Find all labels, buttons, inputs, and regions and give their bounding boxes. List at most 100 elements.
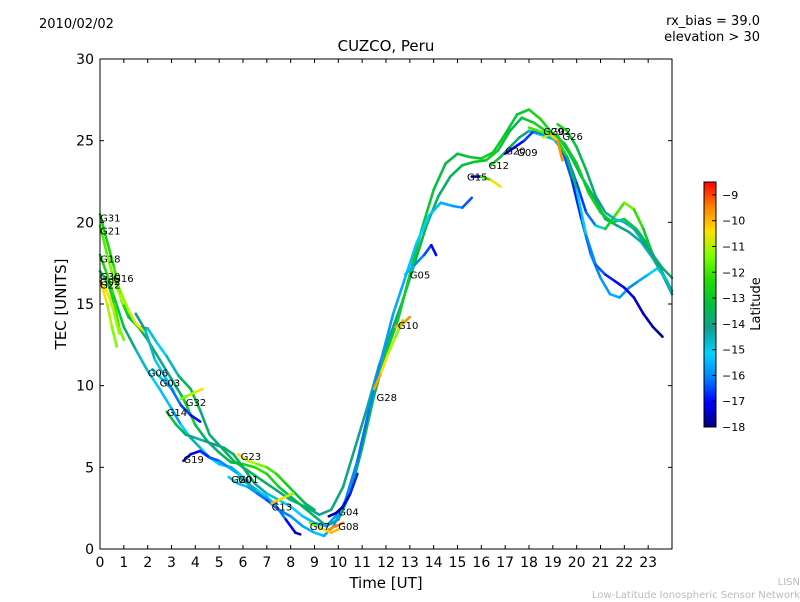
axes: 0 1 2 3 4 5 6 7 8 9 10 11 12 13 14 15 16 17 18 19 20 21 22 2305… xyxy=(76,52,672,571)
trace-segment xyxy=(627,230,643,244)
x-tick-label: 6 xyxy=(239,555,248,571)
colorbar xyxy=(703,181,717,428)
trace-segment xyxy=(622,217,638,231)
trace-segment xyxy=(158,387,173,410)
trace-segment xyxy=(637,273,650,283)
trace-segment xyxy=(603,273,617,283)
series-g19 xyxy=(182,449,250,482)
trace-segment xyxy=(396,273,412,322)
trace-segment xyxy=(217,459,230,469)
x-tick-label: 22 xyxy=(615,555,633,571)
trace-segment xyxy=(170,407,183,427)
trace-segment xyxy=(420,188,436,231)
trace-segment xyxy=(110,325,118,348)
trace-segment xyxy=(103,286,111,299)
x-tick-label: 3 xyxy=(167,555,176,571)
trace-segment xyxy=(98,212,109,244)
trace-segment xyxy=(522,129,536,142)
x-tick-label: 19 xyxy=(544,555,562,571)
series-g28 xyxy=(372,318,405,391)
trace-segment xyxy=(270,498,281,505)
trace-segment xyxy=(341,446,357,489)
satellite-label: G32 xyxy=(186,398,206,409)
satellite-label: G12 xyxy=(489,161,509,172)
trace-segment xyxy=(98,253,109,276)
colorbar-tick-label: −11 xyxy=(722,240,745,253)
trace-segment xyxy=(127,309,138,325)
trace-segment xyxy=(327,511,338,518)
trace-segment xyxy=(460,196,474,209)
trace-segment xyxy=(241,462,257,469)
trace-segment xyxy=(177,374,192,391)
trace-segment xyxy=(575,188,588,237)
trace-segment xyxy=(584,234,598,267)
trace-segment xyxy=(439,201,455,208)
trace-segment xyxy=(265,472,281,489)
trace-segment xyxy=(489,178,502,188)
trace-segment xyxy=(360,394,376,450)
trace-segment xyxy=(379,312,395,361)
trace-segment xyxy=(255,462,269,469)
trace-segment xyxy=(260,479,278,492)
rx-bias-label: rx_bias = 39.0 xyxy=(666,14,760,29)
trace-segment xyxy=(532,121,548,133)
series-g32 xyxy=(179,387,204,401)
trace-segment xyxy=(294,531,302,536)
trace-segment xyxy=(303,505,321,517)
trace-segment xyxy=(556,123,569,133)
trace-segment xyxy=(527,126,540,133)
trace-segment xyxy=(170,377,185,401)
trace-segment xyxy=(539,118,555,136)
satellite-label: G06 xyxy=(148,369,168,380)
plot-marks xyxy=(98,108,674,538)
trace-segment xyxy=(208,456,221,463)
trace-segment xyxy=(134,348,149,373)
trace-segment xyxy=(639,240,655,260)
trace-segment xyxy=(520,116,536,124)
trace-segment xyxy=(179,403,192,417)
colorbar-tick-label: −10 xyxy=(722,215,745,228)
series-g22 xyxy=(98,279,121,335)
y-tick-label: 5 xyxy=(85,460,94,476)
x-tick-label: 5 xyxy=(215,555,224,571)
trace-segment xyxy=(98,224,109,257)
trace-segment xyxy=(113,296,126,329)
trace-segment xyxy=(217,451,233,464)
satellite-label: G14 xyxy=(167,408,187,419)
trace-segment xyxy=(661,266,674,280)
trace-segment xyxy=(222,446,235,456)
colorbar-tick-label: −17 xyxy=(722,395,745,408)
trace-segment xyxy=(422,243,433,257)
series-g10 xyxy=(394,315,412,329)
trace-segment xyxy=(236,482,250,489)
trace-segment xyxy=(289,505,304,518)
trace-segment xyxy=(189,413,202,423)
trace-segment xyxy=(275,472,288,486)
x-tick-label: 9 xyxy=(310,555,319,571)
trace-segment xyxy=(518,129,531,139)
trace-segment xyxy=(203,439,216,446)
trace-segment xyxy=(289,514,304,528)
trace-segment xyxy=(456,152,471,159)
satellite-label: G08 xyxy=(338,522,358,533)
trace-segment xyxy=(255,492,269,502)
trace-segment xyxy=(158,358,173,381)
trace-segment xyxy=(213,443,226,450)
satellite-label: G02 xyxy=(551,127,571,138)
trace-segment xyxy=(565,155,579,191)
trace-segment xyxy=(594,263,607,276)
trace-segment xyxy=(98,269,107,280)
chart-title: CUZCO, Peru xyxy=(337,37,435,55)
satellite-label: G20 xyxy=(231,475,251,486)
x-tick-label: 4 xyxy=(191,555,200,571)
x-tick-label: 18 xyxy=(520,555,538,571)
trace-segment xyxy=(344,459,359,502)
trace-segment xyxy=(563,142,579,165)
x-axis-label: Time [UT] xyxy=(349,574,423,592)
trace-segment xyxy=(113,279,126,307)
trace-segment xyxy=(622,221,636,231)
trace-segment xyxy=(227,475,240,486)
trace-segment xyxy=(246,469,264,482)
trace-segment xyxy=(113,274,123,296)
trace-segment xyxy=(277,495,288,502)
